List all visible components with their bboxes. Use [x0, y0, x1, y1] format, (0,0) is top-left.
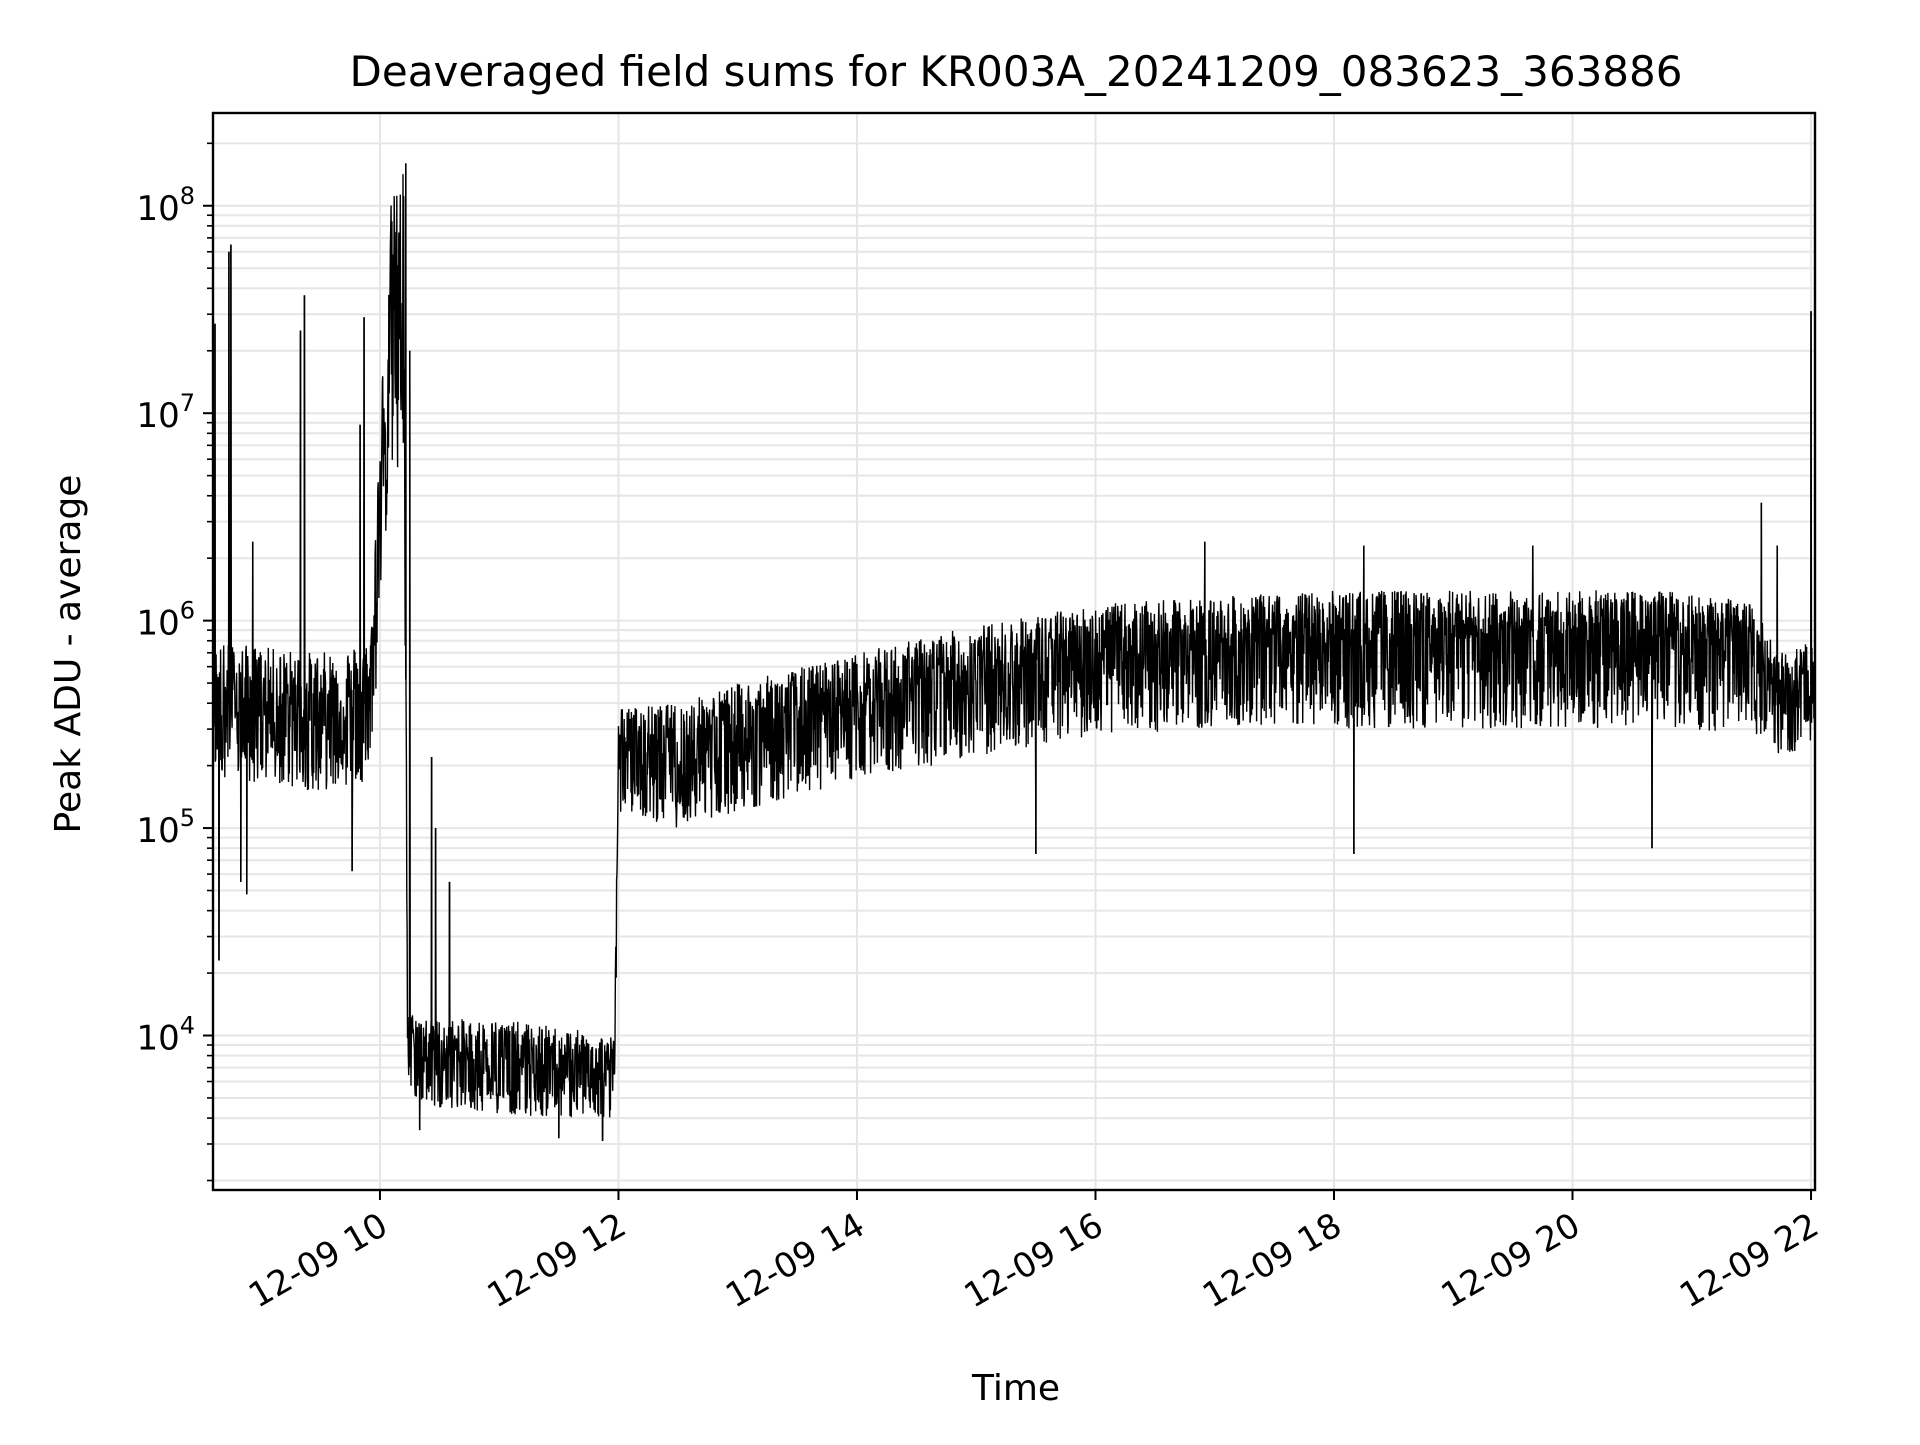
y-tick-label: 106 — [136, 597, 195, 644]
plot-frame — [211, 111, 1817, 1192]
y-tick-base: 10 — [136, 604, 179, 644]
series-line — [212, 163, 1816, 1142]
y-tick-base: 10 — [136, 396, 179, 436]
y-tick-label: 108 — [136, 182, 195, 229]
series-layer — [212, 163, 1816, 1142]
y-tick-exponent: 5 — [180, 804, 195, 832]
y-tick-base: 10 — [136, 811, 179, 851]
y-tick-label: 104 — [136, 1012, 195, 1059]
x-axis-title: Time — [971, 1368, 1060, 1409]
y-tick-base: 10 — [136, 1019, 179, 1059]
y-tick-label: 107 — [136, 389, 195, 436]
y-tick-label: 105 — [136, 804, 195, 851]
y-tick-exponent: 8 — [180, 182, 195, 210]
y-tick-base: 10 — [136, 189, 179, 229]
y-tick-exponent: 6 — [180, 597, 195, 625]
y-tick-exponent: 4 — [180, 1012, 195, 1040]
chart-title: Deaveraged field sums for KR003A_2024120… — [350, 47, 1683, 96]
y-axis-title: Peak ADU - average — [48, 475, 89, 834]
y-tick-exponent: 7 — [180, 389, 195, 417]
